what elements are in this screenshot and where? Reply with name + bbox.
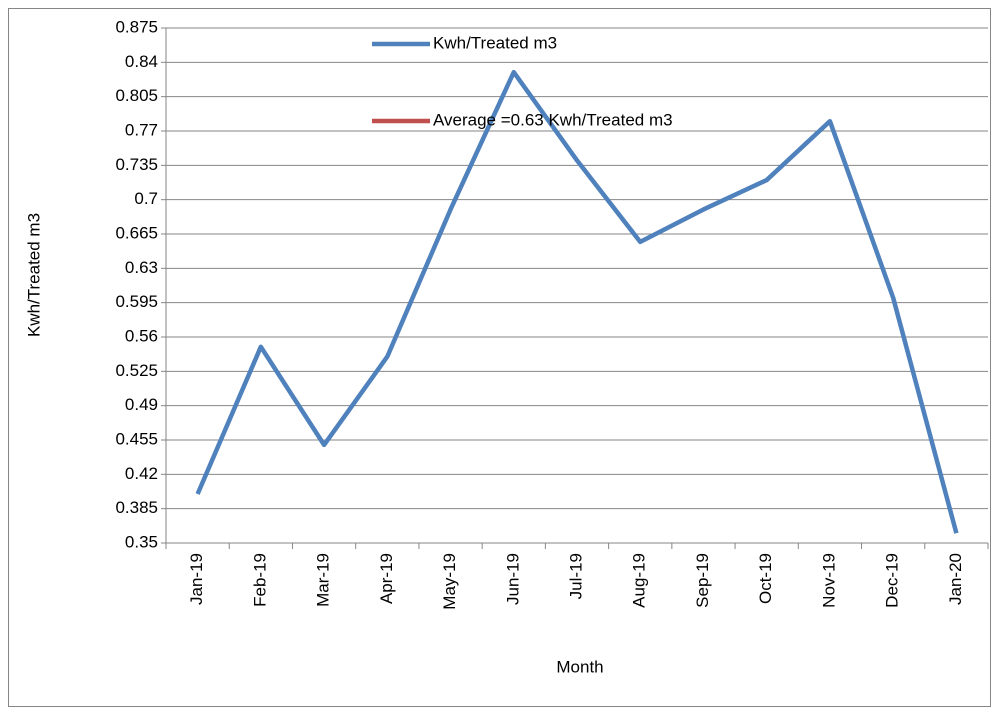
legend-label: Kwh/Treated m3 (433, 33, 557, 52)
y-tick-label: 0.35 (125, 532, 158, 551)
x-tick-label: Dec-19 (883, 553, 902, 608)
x-axis-title: Month (556, 657, 603, 676)
y-tick-label: 0.805 (115, 86, 158, 105)
y-tick-label: 0.49 (125, 395, 158, 414)
y-tick-label: 0.525 (115, 361, 158, 380)
legend-label: Average =0.63 Kwh/Treated m3 (433, 110, 673, 129)
x-tick-label: Jul-19 (566, 553, 585, 599)
x-tick-label: Jun-19 (503, 553, 522, 605)
y-tick-label: 0.63 (125, 258, 158, 277)
y-tick-label: 0.77 (125, 120, 158, 139)
y-tick-label: 0.595 (115, 292, 158, 311)
x-tick-label: Sep-19 (693, 553, 712, 608)
y-tick-label: 0.455 (115, 429, 158, 448)
y-tick-label: 0.875 (115, 17, 158, 36)
x-tick-label: May-19 (440, 553, 459, 610)
x-tick-label: Apr-19 (377, 553, 396, 604)
x-tick-label: Nov-19 (819, 553, 838, 608)
x-tick-label: Jan-20 (946, 553, 965, 605)
y-axis-title: Kwh/Treated m3 (24, 213, 43, 337)
y-tick-label: 0.665 (115, 223, 158, 242)
y-tick-label: 0.385 (115, 498, 158, 517)
y-tick-label: 0.42 (125, 464, 158, 483)
y-tick-label: 0.56 (125, 326, 158, 345)
x-tick-label: Mar-19 (314, 553, 333, 607)
y-tick-label: 0.735 (115, 155, 158, 174)
x-tick-label: Feb-19 (250, 553, 269, 607)
x-tick-label: Jan-19 (187, 553, 206, 605)
y-tick-label: 0.7 (134, 189, 158, 208)
data-line (195, 69, 959, 534)
x-tick-label: Aug-19 (630, 553, 649, 608)
x-tick-label: Oct-19 (756, 553, 775, 604)
y-tick-label: 0.84 (125, 52, 158, 71)
